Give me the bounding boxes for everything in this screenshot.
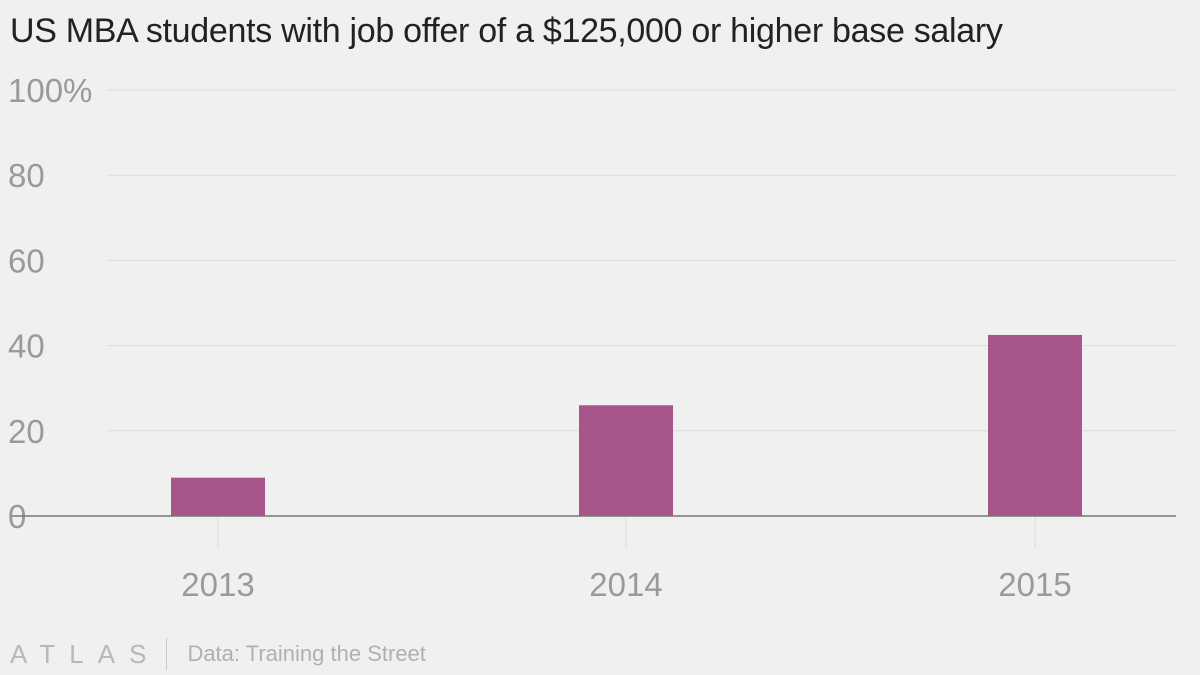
bar-2014[interactable] — [579, 405, 673, 516]
bars — [171, 334, 1082, 516]
atlas-logo[interactable]: ATLAS — [10, 638, 161, 669]
y-tick-label: 20 — [8, 413, 45, 450]
bar-2015[interactable] — [988, 334, 1082, 516]
footer: ATLAS Data: Training the Street — [10, 636, 426, 672]
x-axis-ticks: 2013 2014 2015 — [181, 516, 1072, 603]
x-tick-label: 2014 — [589, 566, 662, 603]
footer-divider — [166, 638, 168, 670]
chart-title: US MBA students with job offer of a $125… — [10, 12, 1003, 50]
source-note: Data: Training the Street — [187, 641, 426, 666]
y-tick-label: 60 — [8, 242, 45, 279]
x-tick-label: 2013 — [181, 566, 254, 603]
y-tick-label: 40 — [8, 328, 45, 365]
y-tick-label: 100% — [8, 72, 92, 109]
x-tick-label: 2015 — [998, 566, 1071, 603]
y-tick-label: 80 — [8, 157, 45, 194]
bar-2013[interactable] — [171, 477, 265, 516]
